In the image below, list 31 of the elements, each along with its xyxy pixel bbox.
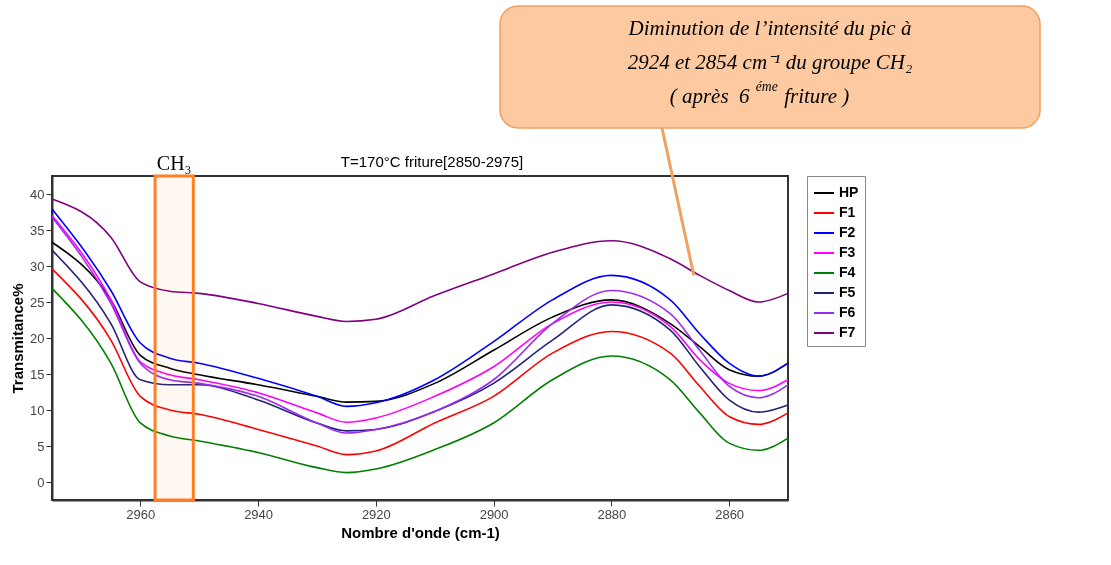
legend-label: F7 <box>839 324 856 340</box>
y-tick-label: 20 <box>30 330 45 346</box>
y-tick-label: 35 <box>30 222 45 238</box>
y-tick-label: 30 <box>30 258 45 274</box>
y-tick-label: 10 <box>30 402 45 418</box>
line-series <box>51 249 789 432</box>
legend-label: F2 <box>839 224 856 240</box>
line-series <box>51 198 789 323</box>
legend-label: F3 <box>839 244 856 260</box>
legend-label: HP <box>839 184 859 200</box>
y-tick-label: 25 <box>30 294 45 310</box>
x-tick-label: 2880 <box>597 506 627 522</box>
x-tick-label: 2940 <box>244 506 274 522</box>
y-tick-label: 40 <box>30 186 45 202</box>
band-label: CH₃ <box>156 152 192 174</box>
line-series <box>51 287 789 474</box>
chart-title: T=170°C friture[2850-2975] <box>340 153 524 170</box>
x-tick-label: 2900 <box>479 506 509 522</box>
legend-label: F1 <box>839 204 856 220</box>
y-tick-label: 15 <box>30 366 45 382</box>
line-series <box>51 268 789 456</box>
x-axis-title: Nombre d'onde (cm-1) <box>341 523 500 541</box>
x-tick-label: 2920 <box>361 506 391 522</box>
legend-label: F4 <box>839 264 856 280</box>
x-tick-label: 2960 <box>126 506 156 522</box>
y-axis-title: Transmitance% <box>9 283 27 394</box>
legend-label: F6 <box>839 304 856 320</box>
legend-label: F5 <box>839 284 856 300</box>
y-tick-label: 5 <box>37 438 45 454</box>
y-tick-label: 0 <box>37 474 45 490</box>
x-tick-label: 2860 <box>715 506 745 522</box>
